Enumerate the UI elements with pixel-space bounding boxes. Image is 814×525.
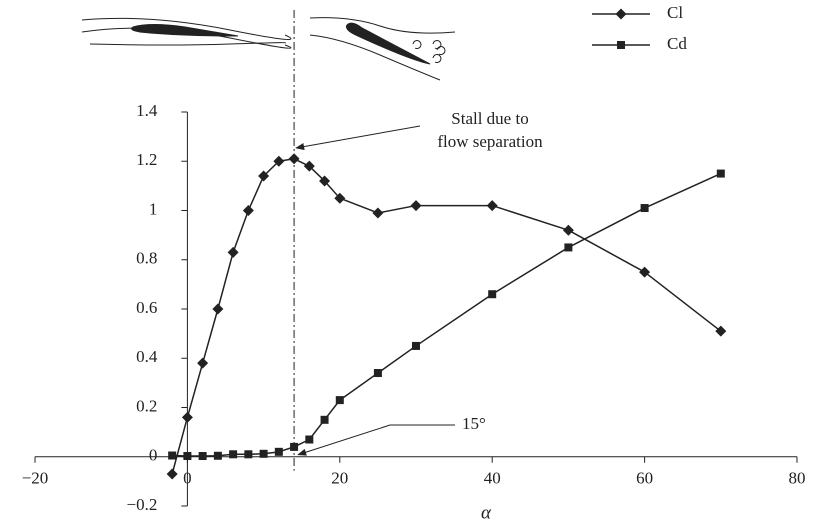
marker <box>488 290 497 299</box>
y-tick-label: 0.6 <box>136 298 157 317</box>
marker <box>486 200 498 212</box>
marker <box>242 205 254 216</box>
marker <box>334 192 346 204</box>
annotation-text: 15° <box>462 414 486 433</box>
marker <box>166 468 178 480</box>
x-tick-label: 40 <box>484 469 501 488</box>
marker <box>244 450 253 459</box>
marker <box>715 325 727 337</box>
annotation-arrow <box>295 125 421 151</box>
marker <box>303 160 315 172</box>
legend-label: Cl <box>667 3 683 22</box>
marker <box>372 207 384 219</box>
legend-marker <box>615 8 627 20</box>
marker <box>168 451 177 460</box>
x-tick-label: 80 <box>789 469 806 488</box>
marker <box>716 169 725 178</box>
marker <box>229 450 238 459</box>
y-tick-label: 0.4 <box>136 347 158 366</box>
marker <box>288 153 300 165</box>
annotation-arrow <box>297 424 455 456</box>
airfoil-attached <box>81 17 292 49</box>
legend-label: Cd <box>667 34 687 53</box>
marker <box>258 170 270 182</box>
marker <box>639 266 651 278</box>
y-tick-label: 0.8 <box>136 249 157 268</box>
legend-marker <box>617 41 625 49</box>
x-tick-label: 0 <box>183 469 192 488</box>
marker <box>183 452 192 461</box>
x-tick-label: 60 <box>636 469 653 488</box>
marker <box>290 442 299 451</box>
marker <box>274 447 283 456</box>
x-axis-label: α <box>481 502 492 523</box>
series-line <box>172 172 722 457</box>
marker <box>197 357 209 369</box>
marker <box>227 246 239 258</box>
y-tick-label: 0.2 <box>136 396 157 415</box>
marker <box>212 303 224 315</box>
y-tick-label: −0.2 <box>127 495 158 514</box>
marker <box>198 452 207 461</box>
marker <box>259 449 268 458</box>
marker <box>213 451 222 460</box>
y-tick-label: 1.2 <box>136 150 157 169</box>
x-tick-label: 20 <box>331 469 348 488</box>
marker <box>335 396 344 405</box>
y-tick-label: 0 <box>149 446 158 465</box>
marker <box>564 243 573 252</box>
marker <box>305 435 314 444</box>
series-line <box>171 158 722 475</box>
marker <box>640 204 649 213</box>
marker <box>273 155 285 167</box>
airfoil-stalled <box>309 17 456 81</box>
marker <box>410 200 422 212</box>
marker <box>373 369 382 378</box>
x-tick-label: −20 <box>22 469 49 488</box>
y-tick-label: 1 <box>149 199 158 218</box>
marker <box>320 415 329 424</box>
marker <box>319 175 331 187</box>
marker <box>562 224 574 236</box>
marker <box>181 411 193 423</box>
marker <box>412 341 420 350</box>
y-tick-label: 1.4 <box>136 101 158 120</box>
annotation-text: Stall due to <box>451 109 528 128</box>
annotation-text: flow separation <box>437 132 543 151</box>
